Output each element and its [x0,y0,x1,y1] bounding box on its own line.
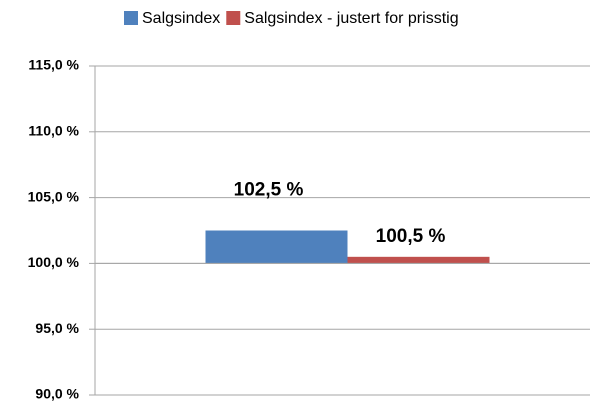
data-label: 102,5 % [234,180,304,201]
y-tick-label: 110,0 % [28,123,79,139]
bar [347,256,490,264]
bar [205,230,348,264]
y-tick-label: 100,0 % [28,254,80,270]
y-tick-label: 115,0 % [28,57,79,73]
y-tick-label: 105,0 % [28,188,80,204]
y-tick-label: 95,0 % [35,320,79,336]
legend-swatch [226,11,241,25]
legend-swatch [124,11,138,25]
y-tick-label: 90,0 % [35,386,79,402]
data-label: 100,5 % [376,226,446,247]
legend-label: Salgsindex - justert for prisstig [244,10,458,27]
legend-label: Salgsindex [142,10,220,27]
